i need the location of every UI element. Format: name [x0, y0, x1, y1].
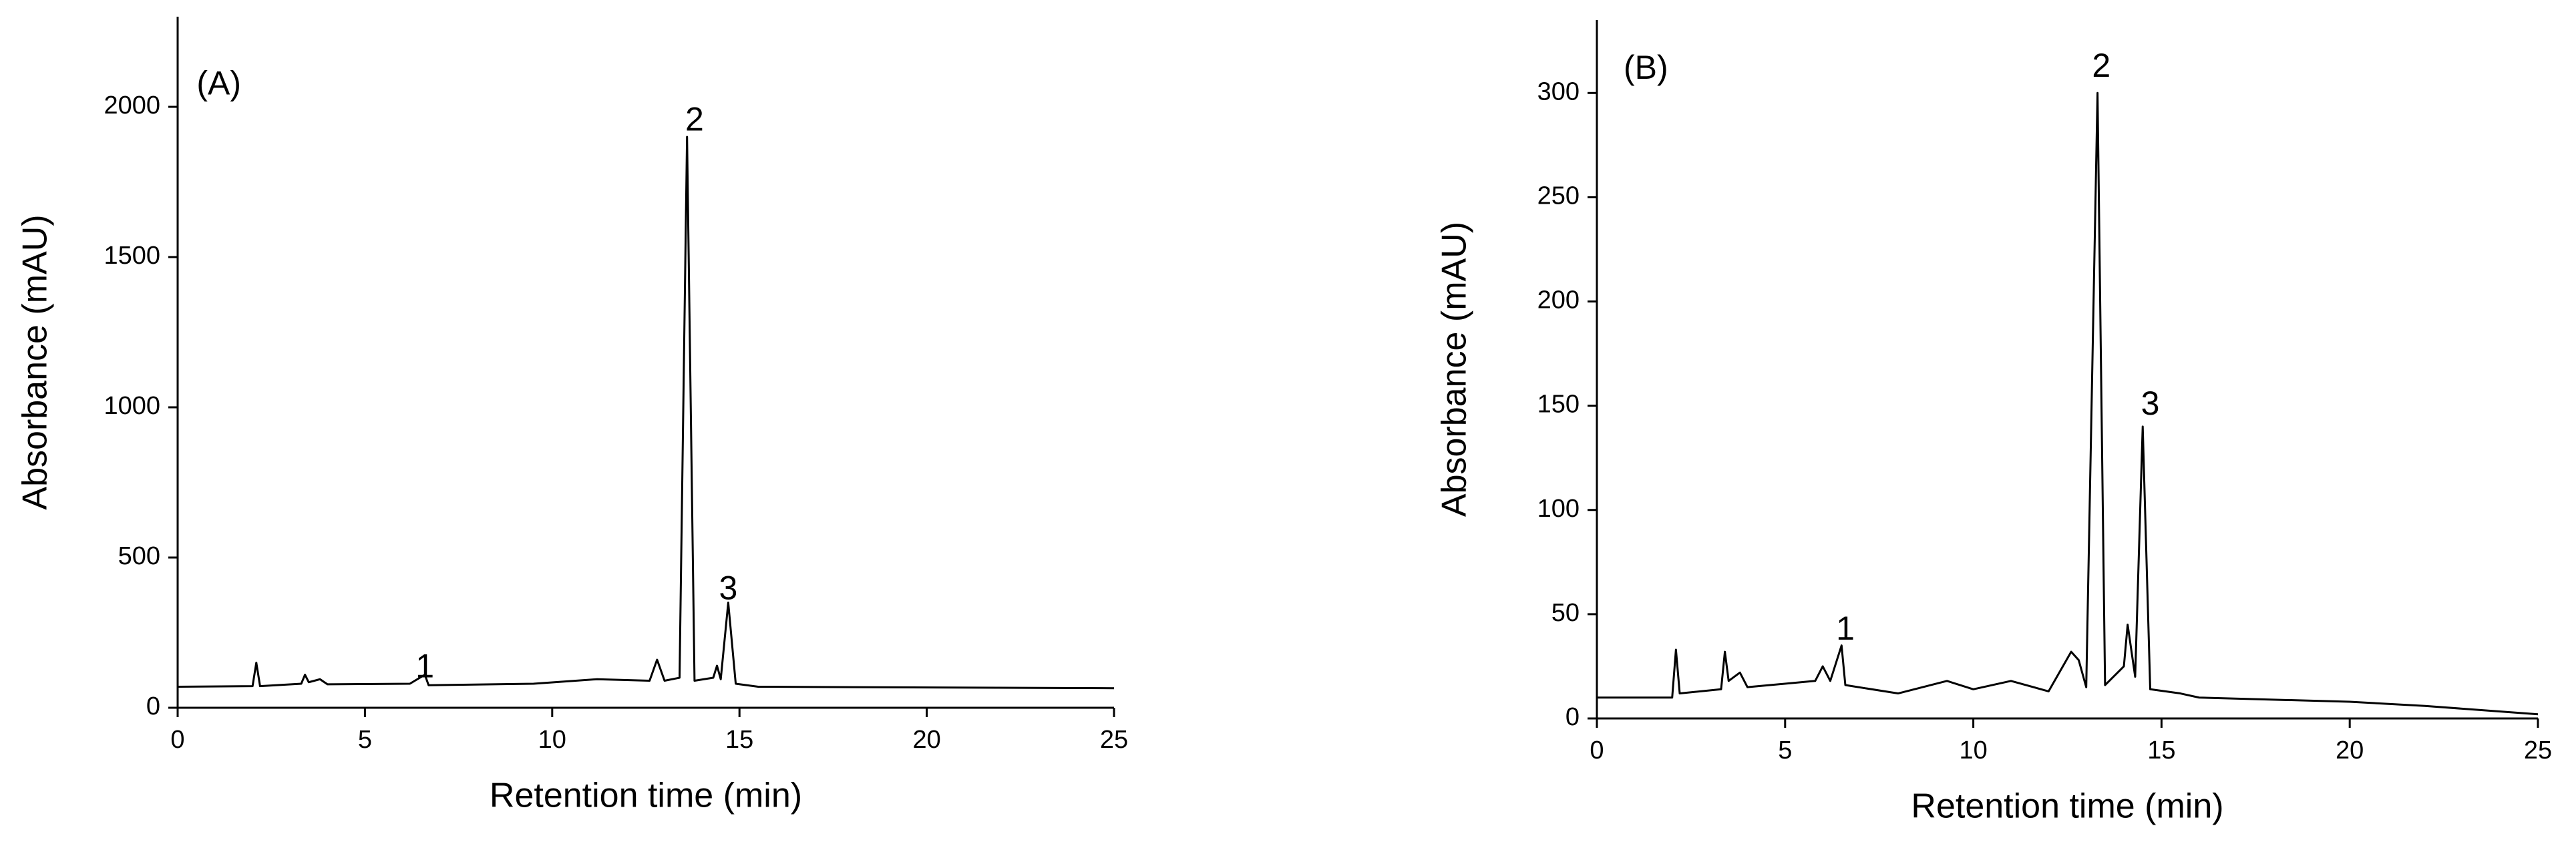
annotation: 2: [685, 101, 704, 138]
y-tick-label: 50: [1551, 599, 1580, 627]
x-tick-label: 5: [1778, 736, 1792, 765]
x-tick-label: 0: [1590, 736, 1604, 765]
y-axis-title: Absorbance (mAU): [1435, 222, 1474, 517]
y-tick-label: 100: [1537, 495, 1580, 523]
x-tick-label: 20: [912, 726, 940, 754]
annotation: 1: [1836, 610, 1855, 647]
y-tick-label: 1500: [104, 242, 160, 270]
x-tick-label: 0: [170, 726, 184, 754]
annotation: 1: [415, 648, 434, 685]
x-tick-label: 25: [2524, 736, 2552, 765]
y-tick-label: 2000: [104, 91, 160, 120]
trace: [177, 136, 1115, 690]
y-tick-label: 0: [1566, 703, 1580, 731]
x-tick-label: 10: [1959, 736, 1987, 765]
annotation: 2: [2092, 47, 2110, 84]
y-tick-label: 500: [118, 542, 160, 570]
annotation: 3: [719, 570, 737, 607]
x-tick-label: 25: [1100, 726, 1128, 754]
y-tick-label: 300: [1537, 77, 1580, 105]
trace: [1597, 91, 2539, 716]
x-tick-label: 20: [2336, 736, 2364, 765]
y-tick-label: 150: [1537, 391, 1580, 419]
x-axis-title: Retention time (min): [490, 777, 802, 815]
annotation: (A): [196, 65, 241, 102]
x-tick-label: 15: [2147, 736, 2175, 765]
x-tick-label: 10: [538, 726, 566, 754]
annotation: (B): [1624, 49, 1668, 86]
annotation: 3: [2141, 385, 2160, 422]
x-axis-title: Retention time (min): [1911, 787, 2223, 826]
y-tick-label: 0: [146, 692, 160, 720]
y-tick-label: 1000: [104, 392, 160, 420]
x-tick-label: 15: [725, 726, 753, 754]
x-tick-label: 5: [358, 726, 372, 754]
y-tick-label: 250: [1537, 182, 1580, 210]
y-axis-title: Absorbance (mAU): [16, 214, 55, 509]
y-tick-label: 200: [1537, 286, 1580, 314]
